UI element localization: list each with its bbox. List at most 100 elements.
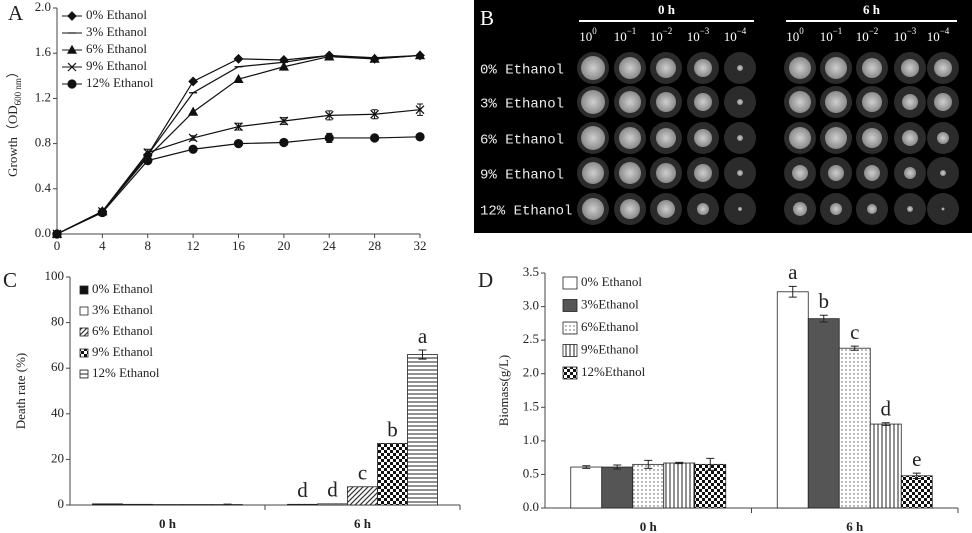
- dilution-base: 10: [724, 29, 737, 44]
- row-label: 12% Ethanol: [480, 204, 572, 220]
- colony-spot: [582, 162, 604, 184]
- legend-marker: [66, 44, 78, 54]
- colony-spot: [789, 127, 811, 149]
- legend-swatch: [562, 321, 578, 335]
- significance-letter: b: [387, 417, 398, 441]
- colony-spot: [619, 127, 641, 149]
- dilution-label: 10−2: [856, 26, 879, 44]
- marker: [324, 51, 335, 61]
- marker: [278, 61, 289, 71]
- dilution-exponent: −4: [737, 26, 747, 36]
- legend-label: 12% Ethanol: [92, 365, 160, 380]
- y-tick-label: 20: [51, 450, 64, 465]
- x-tick-label: 0 h: [640, 519, 658, 533]
- y-tick-label: 0.8: [35, 135, 51, 150]
- y-tick-label: 100: [45, 268, 65, 283]
- x-tick-label: 12: [187, 238, 200, 253]
- legend-label: 6%Ethanol: [581, 319, 639, 334]
- significance-letter: d: [297, 478, 308, 502]
- x-tick-label: 4: [99, 238, 106, 253]
- colony-spot: [904, 167, 916, 179]
- bar: [663, 462, 696, 509]
- y-label-close: ）: [5, 65, 20, 78]
- significance-letter: c: [850, 320, 859, 344]
- colony-spot: [656, 128, 676, 148]
- dilution-base: 10: [687, 29, 700, 44]
- y-tick-label: 0.5: [523, 465, 539, 480]
- colony-spot: [738, 207, 742, 211]
- y-tick-label: 0.0: [523, 499, 539, 514]
- panel-label: C: [3, 268, 17, 292]
- y-tick-label: 1.5: [523, 398, 539, 413]
- marker: [324, 110, 334, 120]
- marker: [143, 155, 153, 166]
- colony-spot: [862, 92, 882, 112]
- legend-swatch: [562, 299, 578, 312]
- colony-spot: [934, 93, 952, 111]
- colony-spot: [582, 198, 604, 220]
- x-tick-label: 32: [414, 238, 427, 253]
- colony-spot: [825, 127, 847, 149]
- legend-marker: [67, 79, 77, 89]
- dilution-base: 10: [820, 29, 833, 44]
- colony-spot: [619, 91, 641, 113]
- marker: [414, 50, 426, 60]
- marker: [415, 132, 425, 142]
- colony-spot: [941, 207, 945, 211]
- bar: [807, 318, 840, 509]
- bar: [407, 354, 438, 506]
- bar: [694, 463, 727, 509]
- legend-swatch: [562, 366, 578, 380]
- dilution-label: 100: [579, 26, 597, 44]
- x-tick-label: 8: [145, 238, 152, 253]
- marker: [97, 207, 108, 218]
- colony-spot: [937, 132, 949, 144]
- legend-label: 9% Ethanol: [86, 58, 147, 73]
- y-axis-label: Growth（OD600 nm）: [5, 65, 23, 177]
- x-tick-label: 0 h: [159, 516, 177, 531]
- y-tick-label: 40: [51, 405, 64, 420]
- dilution-exponent: 0: [592, 26, 597, 36]
- dilution-base: 10: [614, 29, 627, 44]
- legend-label: 12%Ethanol: [581, 364, 646, 379]
- colony-spot: [581, 56, 605, 80]
- colony-spot: [737, 65, 743, 71]
- row-label: 6% Ethanol: [480, 133, 564, 149]
- colony-spot: [902, 94, 918, 110]
- y-tick-label: 80: [51, 314, 64, 329]
- legend-label: 9% Ethanol: [92, 344, 153, 359]
- colony-spot: [581, 126, 605, 150]
- dilution-label: 100: [786, 26, 804, 44]
- dilution-label: 10−1: [820, 26, 843, 44]
- significance-letter: e: [912, 447, 921, 471]
- colony-spot: [737, 99, 743, 105]
- colony-spot: [656, 163, 676, 183]
- significance-letter: b: [819, 289, 830, 313]
- colony-spot: [789, 91, 811, 113]
- marker: [233, 73, 244, 84]
- error-bar: [881, 422, 890, 426]
- row-label: 9% Ethanol: [480, 168, 564, 184]
- colony-spot: [656, 92, 676, 112]
- marker: [188, 76, 199, 87]
- colony-spot: [694, 164, 712, 182]
- y-tick-label: 2.5: [523, 331, 539, 346]
- error-bar: [418, 349, 427, 360]
- colony-spot: [694, 59, 712, 77]
- colony-spot: [694, 129, 712, 147]
- group-label: 0 h: [658, 2, 676, 17]
- error-bar: [912, 472, 921, 479]
- dilution-exponent: −1: [833, 26, 843, 36]
- x-tick-label: 20: [277, 238, 290, 253]
- error-bar: [613, 464, 622, 470]
- colony-spot: [737, 170, 743, 176]
- colony-spot: [619, 162, 641, 184]
- legend-marker: [67, 11, 77, 21]
- legend-label: 9%Ethanol: [581, 341, 639, 356]
- significance-letter: c: [358, 461, 367, 485]
- legend-swatch: [79, 306, 89, 316]
- significance-letter: d: [327, 478, 338, 502]
- dilution-exponent: −3: [700, 26, 710, 36]
- legend-swatch: [562, 276, 578, 290]
